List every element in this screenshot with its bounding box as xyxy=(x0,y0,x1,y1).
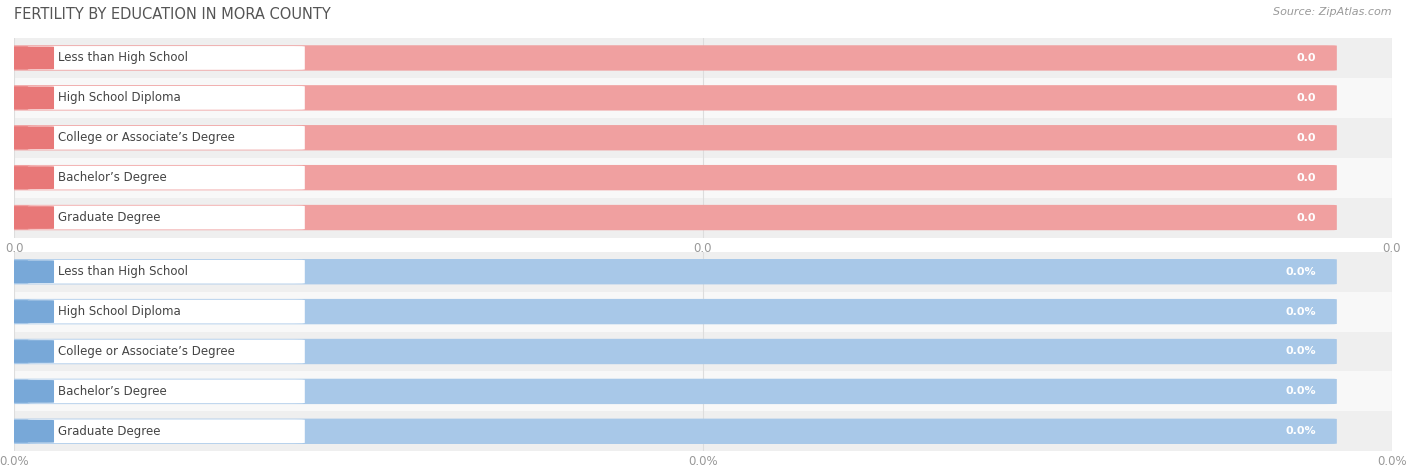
FancyBboxPatch shape xyxy=(28,340,305,363)
Bar xyxy=(14,38,1392,78)
Text: FERTILITY BY EDUCATION IN MORA COUNTY: FERTILITY BY EDUCATION IN MORA COUNTY xyxy=(14,7,330,22)
Text: College or Associate’s Degree: College or Associate’s Degree xyxy=(58,345,235,358)
FancyBboxPatch shape xyxy=(28,166,305,190)
Text: 0.0: 0.0 xyxy=(1296,53,1316,63)
FancyBboxPatch shape xyxy=(28,126,305,150)
Text: Graduate Degree: Graduate Degree xyxy=(58,211,160,224)
FancyBboxPatch shape xyxy=(6,418,1337,444)
FancyBboxPatch shape xyxy=(6,45,1337,71)
FancyBboxPatch shape xyxy=(28,380,305,403)
Text: 0.0%: 0.0% xyxy=(1285,266,1316,277)
Text: Bachelor’s Degree: Bachelor’s Degree xyxy=(58,171,167,184)
FancyBboxPatch shape xyxy=(10,47,53,69)
Text: 0.0: 0.0 xyxy=(1296,93,1316,103)
FancyBboxPatch shape xyxy=(10,260,53,283)
FancyBboxPatch shape xyxy=(28,419,305,443)
Bar xyxy=(14,371,1392,411)
Text: 0.0%: 0.0% xyxy=(1285,426,1316,437)
Bar xyxy=(14,198,1392,238)
Text: 0.0: 0.0 xyxy=(1296,212,1316,223)
Text: Less than High School: Less than High School xyxy=(58,51,188,65)
FancyBboxPatch shape xyxy=(6,85,1337,111)
Text: Source: ZipAtlas.com: Source: ZipAtlas.com xyxy=(1274,7,1392,17)
FancyBboxPatch shape xyxy=(28,300,305,323)
FancyBboxPatch shape xyxy=(28,86,305,110)
Text: Less than High School: Less than High School xyxy=(58,265,188,278)
Text: 0.0%: 0.0% xyxy=(1285,306,1316,317)
Text: 0.0: 0.0 xyxy=(1296,133,1316,143)
Bar xyxy=(14,332,1392,371)
FancyBboxPatch shape xyxy=(6,299,1337,324)
Bar xyxy=(14,118,1392,158)
Text: High School Diploma: High School Diploma xyxy=(58,305,181,318)
FancyBboxPatch shape xyxy=(6,125,1337,151)
FancyBboxPatch shape xyxy=(6,205,1337,230)
FancyBboxPatch shape xyxy=(6,379,1337,404)
Text: Graduate Degree: Graduate Degree xyxy=(58,425,160,438)
Text: 0.0%: 0.0% xyxy=(1285,346,1316,357)
FancyBboxPatch shape xyxy=(10,206,53,229)
FancyBboxPatch shape xyxy=(6,339,1337,364)
FancyBboxPatch shape xyxy=(10,380,53,403)
Bar xyxy=(14,78,1392,118)
FancyBboxPatch shape xyxy=(10,126,53,149)
Bar xyxy=(14,411,1392,451)
FancyBboxPatch shape xyxy=(10,166,53,189)
FancyBboxPatch shape xyxy=(28,260,305,284)
FancyBboxPatch shape xyxy=(10,300,53,323)
FancyBboxPatch shape xyxy=(6,165,1337,190)
FancyBboxPatch shape xyxy=(10,420,53,443)
Bar xyxy=(14,292,1392,332)
FancyBboxPatch shape xyxy=(28,206,305,229)
FancyBboxPatch shape xyxy=(10,340,53,363)
Bar xyxy=(14,252,1392,292)
Text: High School Diploma: High School Diploma xyxy=(58,91,181,104)
FancyBboxPatch shape xyxy=(28,46,305,70)
Text: Bachelor’s Degree: Bachelor’s Degree xyxy=(58,385,167,398)
FancyBboxPatch shape xyxy=(10,86,53,109)
Text: College or Associate’s Degree: College or Associate’s Degree xyxy=(58,131,235,144)
Text: 0.0%: 0.0% xyxy=(1285,386,1316,397)
Text: 0.0: 0.0 xyxy=(1296,172,1316,183)
Bar xyxy=(14,158,1392,198)
FancyBboxPatch shape xyxy=(6,259,1337,285)
